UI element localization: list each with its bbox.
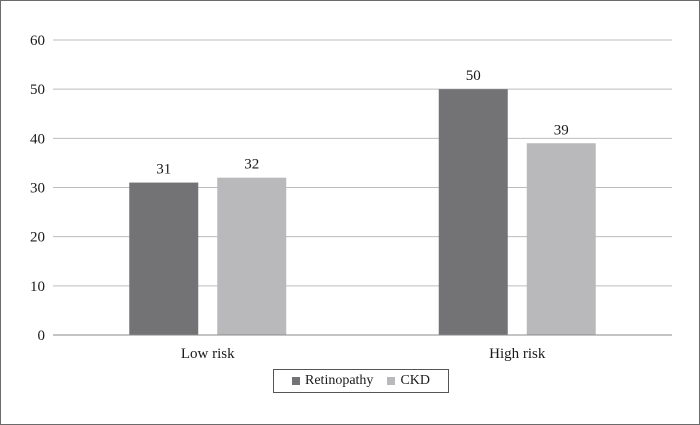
y-tick-label: 30 (30, 181, 45, 197)
legend-item-ckd: CKD (387, 373, 430, 389)
y-axis-ticks: 0 10 20 30 40 50 60 (30, 33, 45, 344)
data-label: 39 (554, 122, 569, 138)
legend-label-ckd: CKD (400, 373, 430, 388)
bar-retinopathy-high-risk (438, 89, 508, 336)
y-tick-label: 50 (30, 82, 45, 98)
data-labels: 31 32 50 39 (156, 68, 569, 177)
data-label: 31 (156, 162, 171, 178)
y-tick-label: 40 (30, 131, 45, 147)
legend: Retinopathy CKD (273, 369, 449, 393)
data-label: 50 (466, 68, 481, 84)
bar-ckd-high-risk (526, 143, 596, 335)
legend-swatch-retinopathy (292, 377, 300, 385)
bars (129, 89, 596, 336)
y-tick-label: 10 (30, 279, 45, 295)
y-tick-label: 20 (30, 230, 45, 246)
x-axis-labels: Low risk High risk (181, 346, 546, 362)
bar-ckd-low-risk (217, 177, 287, 335)
y-tick-label: 0 (38, 328, 46, 344)
legend-swatch-ckd (387, 377, 396, 385)
data-label: 32 (244, 157, 259, 173)
legend-label-retinopathy: Retinopathy (305, 373, 374, 388)
x-category-label: Low risk (181, 346, 235, 362)
y-tick-label: 60 (30, 33, 45, 49)
legend-item-retinopathy: Retinopathy (292, 373, 373, 389)
bar-retinopathy-low-risk (129, 182, 199, 335)
x-category-label: High risk (489, 346, 546, 362)
